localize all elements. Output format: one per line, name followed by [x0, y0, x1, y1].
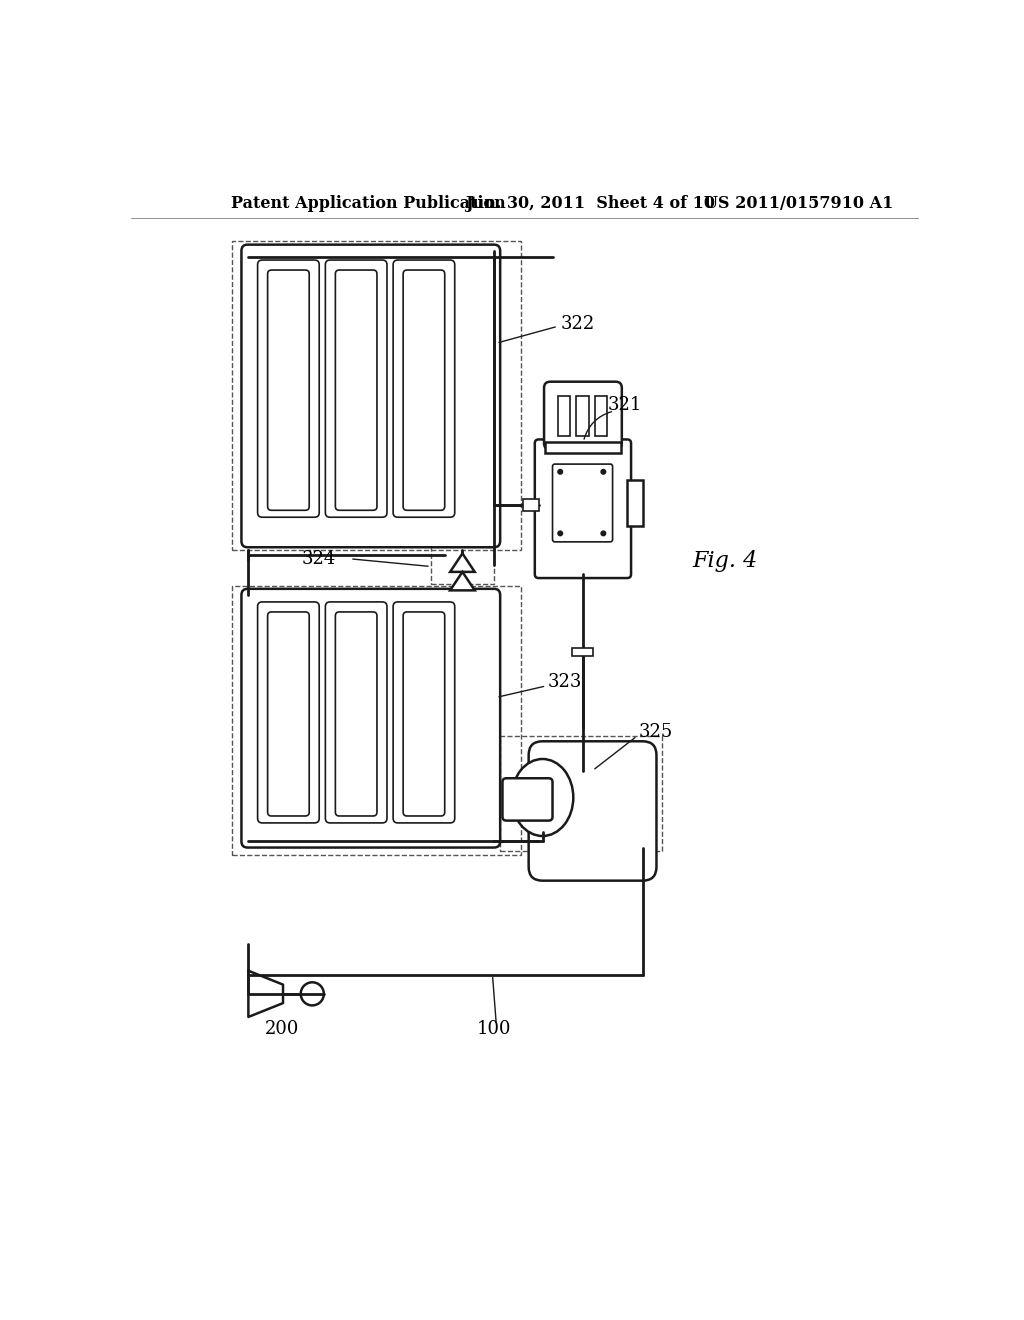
Bar — [577, 396, 589, 436]
FancyBboxPatch shape — [242, 244, 500, 548]
FancyBboxPatch shape — [258, 602, 319, 822]
FancyBboxPatch shape — [403, 271, 444, 511]
FancyBboxPatch shape — [242, 589, 500, 847]
Text: 325: 325 — [639, 723, 673, 741]
Bar — [232, 586, 521, 855]
Bar — [500, 737, 662, 851]
Circle shape — [601, 470, 605, 474]
Text: 100: 100 — [477, 1019, 512, 1038]
Bar — [545, 442, 621, 453]
Polygon shape — [249, 970, 283, 1016]
FancyBboxPatch shape — [267, 612, 309, 816]
FancyBboxPatch shape — [258, 260, 319, 517]
Circle shape — [301, 982, 324, 1006]
Text: US 2011/0157910 A1: US 2011/0157910 A1 — [705, 194, 894, 211]
FancyBboxPatch shape — [544, 381, 622, 449]
Bar — [595, 396, 607, 436]
FancyBboxPatch shape — [528, 742, 656, 880]
Polygon shape — [451, 553, 475, 572]
Circle shape — [601, 531, 605, 536]
Bar — [628, 480, 643, 527]
Circle shape — [558, 470, 562, 474]
Circle shape — [558, 531, 562, 536]
Text: 324: 324 — [301, 550, 336, 568]
FancyBboxPatch shape — [403, 612, 444, 816]
FancyBboxPatch shape — [503, 779, 553, 821]
Text: Fig. 4: Fig. 4 — [692, 549, 758, 572]
Text: 323: 323 — [548, 673, 583, 690]
FancyBboxPatch shape — [553, 465, 612, 543]
Text: 322: 322 — [560, 315, 595, 333]
Polygon shape — [451, 572, 475, 590]
Bar — [571, 648, 593, 656]
Text: Patent Application Publication: Patent Application Publication — [230, 194, 506, 211]
Bar — [431, 548, 494, 585]
FancyBboxPatch shape — [535, 440, 631, 578]
Text: Jun. 30, 2011  Sheet 4 of 10: Jun. 30, 2011 Sheet 4 of 10 — [466, 194, 716, 211]
FancyBboxPatch shape — [336, 271, 377, 511]
FancyBboxPatch shape — [326, 260, 387, 517]
Text: 200: 200 — [265, 1019, 300, 1038]
FancyBboxPatch shape — [267, 271, 309, 511]
Bar — [232, 240, 521, 550]
FancyBboxPatch shape — [326, 602, 387, 822]
FancyBboxPatch shape — [393, 602, 455, 822]
Ellipse shape — [512, 759, 573, 836]
FancyBboxPatch shape — [393, 260, 455, 517]
Text: 321: 321 — [608, 396, 642, 413]
Bar — [523, 499, 539, 511]
FancyBboxPatch shape — [336, 612, 377, 816]
Bar — [558, 396, 570, 436]
